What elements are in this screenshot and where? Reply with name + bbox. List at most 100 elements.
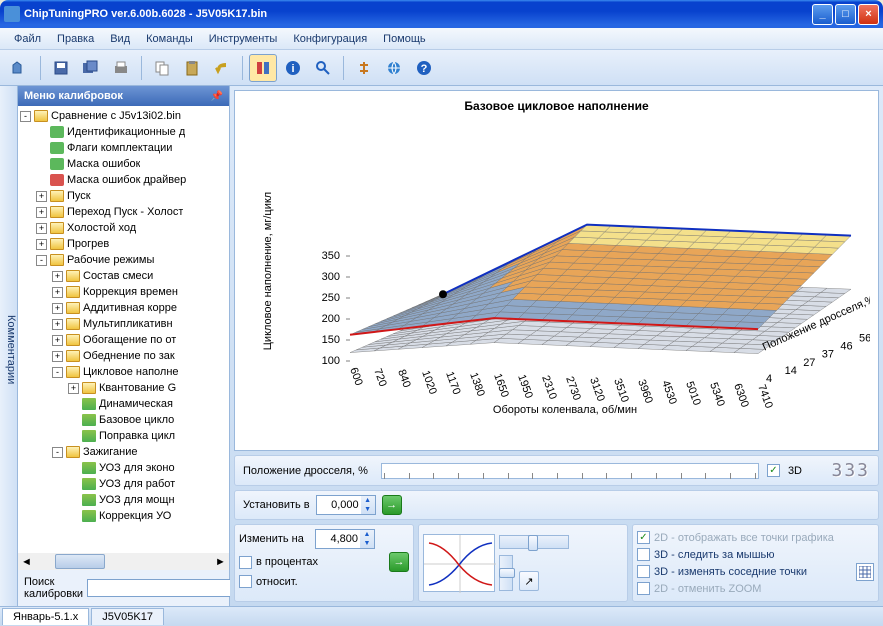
relative-checkbox[interactable] xyxy=(239,575,252,588)
tree-node[interactable]: УОЗ для мощн xyxy=(20,492,227,508)
chart-icon xyxy=(82,462,96,474)
tree-node[interactable]: УОЗ для работ xyxy=(20,476,227,492)
svg-text:4530: 4530 xyxy=(659,379,679,406)
svg-text:720: 720 xyxy=(371,367,389,388)
config-button[interactable] xyxy=(350,54,378,82)
tree-node[interactable]: Коррекция УО xyxy=(20,508,227,524)
menu-Правка[interactable]: Правка xyxy=(51,31,100,47)
svg-text:5340: 5340 xyxy=(707,381,727,408)
menu-Вид[interactable]: Вид xyxy=(104,31,136,47)
throttle-slider[interactable] xyxy=(381,463,759,479)
folder-icon xyxy=(66,270,80,282)
tree-node[interactable]: Маска ошибок драйвер xyxy=(20,172,227,188)
maximize-button[interactable]: □ xyxy=(835,4,856,25)
svg-text:27: 27 xyxy=(803,357,815,369)
svg-text:200: 200 xyxy=(322,313,340,325)
sidebar-title: Меню калибровок xyxy=(24,90,123,102)
svg-text:?: ? xyxy=(421,63,428,75)
info-button[interactable]: i xyxy=(279,54,307,82)
option-checkbox[interactable] xyxy=(637,565,650,578)
tree-node[interactable]: -Зажигание xyxy=(20,444,227,460)
svg-text:1650: 1650 xyxy=(491,372,511,399)
menu-Команды[interactable]: Команды xyxy=(140,31,199,47)
folder-icon xyxy=(66,334,80,346)
titlebar: ChipTuningPRO ver.6.00b.6028 - J5V05K17.… xyxy=(0,0,883,28)
tree-node[interactable]: Базовое цикло xyxy=(20,412,227,428)
menu-Инструменты[interactable]: Инструменты xyxy=(203,31,284,47)
tree-node[interactable]: -Рабочие режимы xyxy=(20,252,227,268)
open-button[interactable] xyxy=(6,54,34,82)
chart-3d[interactable]: Базовое цикловое наполнение 100150200250… xyxy=(234,90,879,451)
globe-button[interactable] xyxy=(380,54,408,82)
change-spinner[interactable]: ▲▼ xyxy=(315,529,375,549)
pin-icon[interactable]: 📌 xyxy=(211,91,223,102)
close-button[interactable]: × xyxy=(858,4,879,25)
option-checkbox[interactable] xyxy=(637,548,650,561)
search-label: Поиск калибровки xyxy=(24,576,83,600)
tree-node[interactable]: Поправка цикл xyxy=(20,428,227,444)
tree-node[interactable]: +Переход Пуск - Холост xyxy=(20,204,227,220)
curve-vslider[interactable] xyxy=(499,555,513,591)
menubar: ФайлПравкаВидКомандыИнструментыКонфигура… xyxy=(0,28,883,50)
paste-button[interactable] xyxy=(178,54,206,82)
option-row[interactable]: 3D - изменять соседние точки xyxy=(637,563,874,580)
tree-node[interactable]: +Прогрев xyxy=(20,236,227,252)
tree-node[interactable]: Флаги комплектации xyxy=(20,140,227,156)
status-tab[interactable]: Январь-5.1.x xyxy=(2,608,89,625)
menu-Файл[interactable]: Файл xyxy=(8,31,47,47)
curve-preview[interactable] xyxy=(423,534,495,592)
app-icon xyxy=(4,6,20,22)
tree-node[interactable]: +Аддитивная корре xyxy=(20,300,227,316)
folder-open-icon xyxy=(34,110,48,122)
minimize-button[interactable]: _ xyxy=(812,4,833,25)
save-all-button[interactable] xyxy=(77,54,105,82)
svg-text:100: 100 xyxy=(322,355,340,367)
save-button[interactable] xyxy=(47,54,75,82)
tree-hscroll[interactable]: ◄ ► xyxy=(18,553,229,570)
compare-button[interactable] xyxy=(249,54,277,82)
folder-icon xyxy=(66,350,80,362)
status-tab[interactable]: J5V05K17 xyxy=(91,608,164,625)
svg-text:600: 600 xyxy=(347,366,365,387)
tree-node[interactable]: +Обеднение по зак xyxy=(20,348,227,364)
tree-node[interactable]: -Цикловое наполне xyxy=(20,364,227,380)
calibration-tree[interactable]: -Сравнение с J5v13i02.binИдентификационн… xyxy=(18,106,229,553)
tree-node[interactable]: +Обогащение по от xyxy=(20,332,227,348)
grid-button[interactable] xyxy=(856,563,874,581)
tree-node[interactable]: УОЗ для эконо xyxy=(20,460,227,476)
percent-checkbox[interactable] xyxy=(239,556,252,569)
print-button[interactable] xyxy=(107,54,135,82)
tree-node[interactable]: +Квантование G xyxy=(20,380,227,396)
option-checkbox xyxy=(637,582,650,595)
option-row[interactable]: 3D - следить за мышью xyxy=(637,546,874,563)
tree-node[interactable]: +Пуск xyxy=(20,188,227,204)
menu-Помощь[interactable]: Помощь xyxy=(377,31,432,47)
svg-text:5010: 5010 xyxy=(683,380,703,407)
comments-tab[interactable]: Комментарии xyxy=(0,86,18,606)
undo-button[interactable] xyxy=(208,54,236,82)
set-spinner[interactable]: ▲▼ xyxy=(316,495,376,515)
copy-button[interactable] xyxy=(148,54,176,82)
menu-Конфигурация[interactable]: Конфигурация xyxy=(287,31,373,47)
option-checkbox: ✓ xyxy=(637,531,650,544)
svg-text:3960: 3960 xyxy=(635,378,655,405)
folder-icon xyxy=(66,318,80,330)
zoom-button[interactable] xyxy=(309,54,337,82)
tree-node[interactable]: +Коррекция времен xyxy=(20,284,227,300)
tree-node[interactable]: Маска ошибок xyxy=(20,156,227,172)
tree-node[interactable]: Идентификационные д xyxy=(20,124,227,140)
tree-node[interactable]: Динамическая xyxy=(20,396,227,412)
tree-node[interactable]: +Состав смеси xyxy=(20,268,227,284)
change-apply-button[interactable]: → xyxy=(389,552,409,572)
tree-node[interactable]: +Холостой ход xyxy=(20,220,227,236)
search-input[interactable] xyxy=(87,579,235,597)
curve-reset-button[interactable]: ↗ xyxy=(519,571,539,591)
folder-open-icon xyxy=(66,446,80,458)
tree-node[interactable]: +Мультипликативн xyxy=(20,316,227,332)
set-apply-button[interactable]: → xyxy=(382,495,402,515)
tree-node[interactable]: -Сравнение с J5v13i02.bin xyxy=(20,108,227,124)
help-button[interactable]: ? xyxy=(410,54,438,82)
curve-hslider[interactable] xyxy=(499,535,569,549)
svg-text:150: 150 xyxy=(322,334,340,346)
3d-checkbox[interactable]: ✓ xyxy=(767,464,780,477)
